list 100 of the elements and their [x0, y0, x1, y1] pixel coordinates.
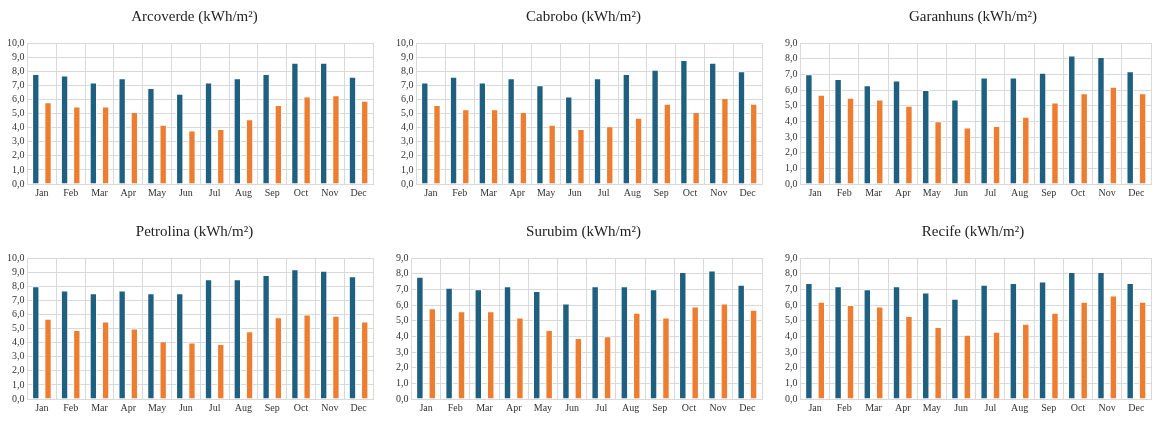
y-tick-label: 5,0	[12, 322, 25, 334]
x-tick-label: Feb	[63, 401, 79, 413]
x-tick-label: Mar	[480, 186, 498, 198]
y-tick-label: 9,0	[785, 36, 798, 48]
y-tick-label: 4,0	[396, 329, 409, 341]
y-tick-label: 4,0	[12, 121, 25, 133]
y-tick-label: 2,0	[12, 364, 25, 376]
x-tick-label: Nov	[710, 186, 728, 198]
y-tick-label: 7,0	[12, 293, 25, 305]
x-tick-label: Jul	[208, 186, 221, 198]
x-tick-label: Oct	[1070, 401, 1086, 413]
chart-title: Recife (kWh/m²)	[920, 222, 1026, 241]
y-tick-label: 0,0	[785, 392, 798, 404]
chart-title: Surubim (kWh/m²)	[525, 222, 642, 241]
x-tick-label: Sep	[264, 186, 280, 198]
x-tick-label: May	[922, 401, 942, 413]
x-tick-label: Feb	[836, 186, 852, 198]
y-tick-label: 0,0	[12, 392, 25, 404]
x-tick-label: May	[533, 401, 553, 413]
x-tick-label: Mar	[91, 401, 109, 413]
x-tick-label: Jan	[35, 186, 49, 198]
x-tick-label: Oct	[682, 186, 698, 198]
y-tick-label: 8,0	[785, 267, 798, 279]
y-tick-label: 6,0	[396, 298, 409, 310]
x-tick-label: Nov	[321, 401, 339, 413]
y-tick-label: 7,0	[401, 78, 414, 90]
y-tick-label: 1,0	[785, 161, 798, 173]
x-tick-label: Jun	[178, 401, 193, 413]
x-tick-label: Oct	[293, 401, 309, 413]
y-tick-label: 3,0	[12, 350, 25, 362]
x-tick-label: Jul	[595, 401, 608, 413]
x-tick-label: Sep	[653, 186, 669, 198]
x-tick-label: Jul	[597, 186, 610, 198]
x-tick-label: Jan	[808, 401, 822, 413]
y-tick-label: 5,0	[785, 99, 798, 111]
x-tick-label: Feb	[63, 186, 79, 198]
x-tick-label: Dec	[350, 186, 368, 198]
y-tick-label: 5,0	[12, 107, 25, 119]
y-tick-label: 1,0	[12, 378, 25, 390]
y-tick-label: 4,0	[785, 329, 798, 341]
y-tick-label: 9,0	[12, 265, 25, 277]
y-tick-label: 10,0	[396, 36, 414, 48]
y-tick-label: 6,0	[12, 93, 25, 105]
y-tick-label: 7,0	[12, 78, 25, 90]
y-tick-label: 3,0	[785, 345, 798, 357]
x-tick-label: Dec	[1128, 401, 1145, 413]
y-tick-label: 1,0	[785, 376, 798, 388]
y-tick-label: 6,0	[401, 93, 414, 105]
x-tick-label: Aug	[234, 401, 253, 413]
y-tick-label: 2,0	[396, 361, 409, 373]
x-tick-label: Nov	[1098, 401, 1116, 413]
x-tick-label: Apr	[120, 401, 137, 413]
x-tick-label: May	[147, 401, 167, 413]
x-tick-label: Jun	[178, 186, 193, 198]
x-tick-label: Dec	[1128, 186, 1145, 198]
x-tick-label: Sep	[652, 401, 668, 413]
x-tick-label: Jul	[208, 401, 221, 413]
x-tick-label: Jan	[808, 186, 822, 198]
x-tick-label: Nov	[321, 186, 339, 198]
y-tick-label: 8,0	[396, 267, 409, 279]
x-tick-label: Mar	[865, 401, 883, 413]
x-tick-label: Dec	[350, 401, 368, 413]
y-tick-label: 1,0	[396, 376, 409, 388]
x-tick-label: Jun	[954, 401, 969, 413]
chart-title: Petrolina (kWh/m²)	[134, 222, 255, 241]
x-tick-label: Jun	[565, 401, 580, 413]
x-tick-label: Oct	[293, 186, 309, 198]
y-tick-label: 9,0	[12, 50, 25, 62]
y-tick-label: 6,0	[785, 83, 798, 95]
y-tick-label: 4,0	[401, 121, 414, 133]
y-tick-label: 3,0	[401, 135, 414, 147]
x-tick-label: Aug	[1010, 186, 1029, 198]
y-tick-label: 0,0	[785, 177, 798, 189]
y-tick-label: 4,0	[785, 114, 798, 126]
x-tick-label: Oct	[1070, 186, 1086, 198]
x-tick-label: Apr	[505, 401, 523, 413]
x-tick-label: Mar	[91, 186, 109, 198]
x-tick-label: Nov	[1098, 186, 1116, 198]
x-tick-label: Jan	[35, 401, 49, 413]
y-tick-label: 8,0	[401, 64, 414, 76]
y-tick-label: 7,0	[396, 282, 409, 294]
x-tick-label: Aug	[621, 401, 640, 413]
y-tick-label: 0,0	[396, 392, 409, 404]
chart-title: Garanhuns (kWh/m²)	[907, 7, 1039, 26]
y-tick-label: 3,0	[12, 135, 25, 147]
y-tick-label: 1,0	[401, 163, 414, 175]
y-tick-label: 10,0	[7, 251, 25, 263]
y-tick-label: 5,0	[396, 314, 409, 326]
x-tick-label: Aug	[234, 186, 253, 198]
x-tick-label: Dec	[739, 401, 756, 413]
x-tick-label: Sep	[1041, 186, 1057, 198]
x-tick-label: Sep	[264, 401, 280, 413]
x-tick-label: Apr	[894, 186, 912, 198]
x-tick-label: May	[536, 186, 556, 198]
x-tick-label: Apr	[894, 401, 912, 413]
x-tick-label: Feb	[452, 186, 468, 198]
x-tick-label: Dec	[739, 186, 757, 198]
y-tick-label: 0,0	[12, 177, 25, 189]
x-tick-label: Nov	[709, 401, 727, 413]
y-tick-label: 1,0	[12, 163, 25, 175]
